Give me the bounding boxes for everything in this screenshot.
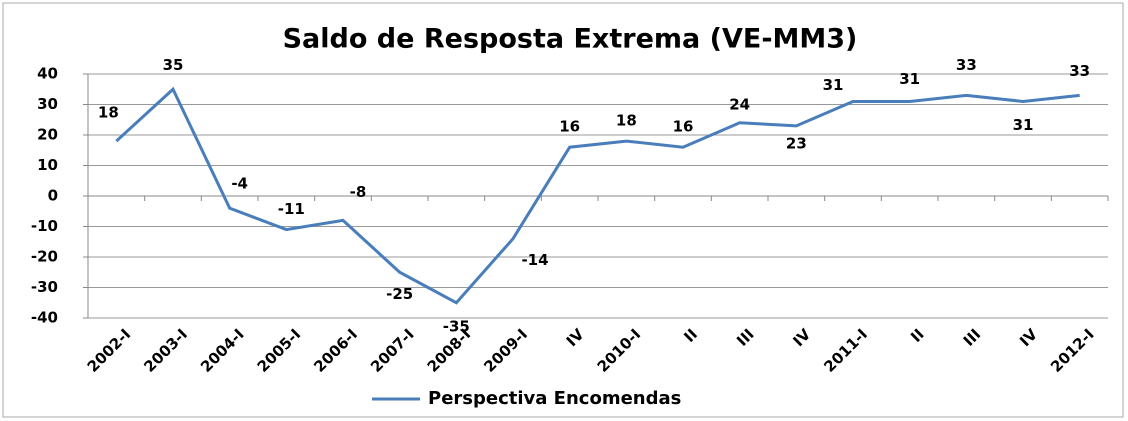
data-label: 24 xyxy=(729,95,750,113)
data-label: 16 xyxy=(673,118,694,136)
y-tick-label: 30 xyxy=(37,95,58,113)
legend-label: Perspectiva Encomendas xyxy=(428,388,681,409)
data-label: 31 xyxy=(899,70,920,88)
y-tick-label: -20 xyxy=(31,248,58,266)
y-tick-label: 20 xyxy=(37,126,58,144)
data-label: 16 xyxy=(559,118,580,136)
y-tick-label: -10 xyxy=(31,217,58,235)
y-tick-label: -40 xyxy=(31,309,58,327)
y-tick-label: 0 xyxy=(48,187,58,205)
data-label: 33 xyxy=(956,56,977,74)
y-tick-label: 40 xyxy=(37,65,58,83)
data-label: 31 xyxy=(1013,116,1034,134)
data-label: 18 xyxy=(616,112,637,130)
data-label: 31 xyxy=(823,76,844,94)
data-label: 18 xyxy=(98,104,119,122)
data-label: -25 xyxy=(386,285,413,303)
data-label: 35 xyxy=(163,56,184,74)
data-label: -4 xyxy=(231,175,248,193)
chart-title: Saldo de Resposta Extrema (VE-MM3) xyxy=(283,24,858,55)
data-label: -11 xyxy=(278,200,305,218)
data-label: -8 xyxy=(350,183,367,201)
y-tick-label: -30 xyxy=(31,278,58,296)
data-label: 33 xyxy=(1069,62,1090,80)
data-label: 23 xyxy=(786,134,807,152)
y-tick-label: 10 xyxy=(37,156,58,174)
data-label: -35 xyxy=(443,317,470,335)
data-line xyxy=(115,86,1080,305)
data-label: -14 xyxy=(521,251,548,269)
